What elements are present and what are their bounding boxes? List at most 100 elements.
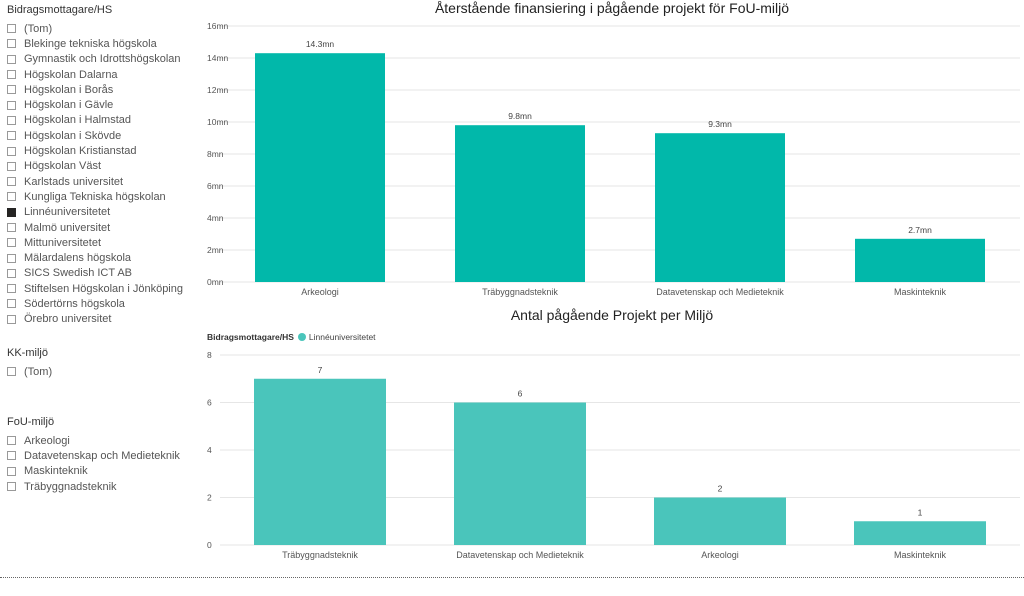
checkbox-icon[interactable] bbox=[7, 146, 16, 156]
slicer-item-label: (Tom) bbox=[24, 365, 53, 378]
slicer-item[interactable]: Högskolan Väst bbox=[7, 159, 183, 174]
slicer-item[interactable]: SICS Swedish ICT AB bbox=[7, 266, 183, 281]
slicer-list: (Tom) Blekinge tekniska högskola Gymnastik… bbox=[7, 21, 183, 327]
slicer-item-label: Maskinteknik bbox=[24, 465, 88, 478]
slicer-item-label: Högskolan i Gävle bbox=[24, 99, 114, 112]
slicer-item[interactable]: Arkeologi bbox=[7, 433, 180, 448]
y-tick-label: 12mn bbox=[207, 85, 229, 95]
y-tick-label: 16mn bbox=[207, 21, 229, 31]
checkbox-icon[interactable] bbox=[7, 54, 16, 64]
slicer-item[interactable]: Mittuniversitetet bbox=[7, 235, 183, 250]
checkbox-icon[interactable] bbox=[7, 482, 16, 492]
checkbox-icon[interactable] bbox=[7, 70, 16, 80]
slicer-kk: KK-miljö (Tom) bbox=[7, 347, 52, 379]
bar bbox=[854, 521, 986, 545]
slicer-item[interactable]: Datavetenskap och Medieteknik bbox=[7, 448, 180, 463]
slicer-item[interactable]: (Tom) bbox=[7, 21, 183, 36]
y-tick-label: 2mn bbox=[207, 245, 224, 255]
y-tick-label: 4 bbox=[207, 445, 212, 455]
slicer-item[interactable]: Högskolan i Halmstad bbox=[7, 113, 183, 128]
slicer-item[interactable]: Gymnastik och Idrottshögskolan bbox=[7, 52, 183, 67]
y-tick-label: 6mn bbox=[207, 181, 224, 191]
slicer-item[interactable]: Mälardalens högskola bbox=[7, 250, 183, 265]
x-tick-label: Maskinteknik bbox=[894, 550, 947, 560]
slicer-item-label: Arkeologi bbox=[24, 434, 70, 447]
slicer-item-label: SICS Swedish ICT AB bbox=[24, 267, 133, 280]
slicer-item-label: Mittuniversitetet bbox=[24, 236, 102, 249]
slicer-item-label: Datavetenskap och Medieteknik bbox=[24, 449, 180, 462]
slicer-item-label: Kungliga Tekniska högskolan bbox=[24, 190, 166, 203]
checkbox-icon[interactable] bbox=[7, 177, 16, 187]
slicer-item[interactable]: Linnéuniversitetet bbox=[7, 205, 183, 220]
checkbox-icon[interactable] bbox=[7, 115, 16, 125]
slicer-item-label: Högskolan Kristianstad bbox=[24, 145, 137, 158]
checkbox-icon[interactable] bbox=[7, 436, 16, 446]
chart2-title: Antal pågående Projekt per Miljö bbox=[510, 307, 714, 323]
legend-swatch bbox=[297, 333, 306, 341]
slicer-item[interactable]: Högskolan i Skövde bbox=[7, 128, 183, 143]
x-tick-label: Datavetenskap och Medieteknik bbox=[456, 550, 584, 560]
x-tick-label: Arkeologi bbox=[701, 550, 739, 560]
data-label: 7 bbox=[318, 365, 323, 375]
checkbox-icon[interactable] bbox=[7, 284, 16, 294]
slicer-item[interactable]: Högskolan Dalarna bbox=[7, 67, 183, 82]
slicer-item[interactable]: (Tom) bbox=[7, 364, 52, 379]
legend-title: Bidragsmottagare/HS bbox=[207, 332, 294, 342]
checkbox-icon[interactable] bbox=[7, 451, 16, 461]
slicer-item[interactable]: Högskolan i Borås bbox=[7, 82, 183, 97]
checkbox-icon[interactable] bbox=[7, 238, 16, 248]
slicer-item[interactable]: Stiftelsen Högskolan i Jönköping bbox=[7, 281, 183, 296]
bar bbox=[654, 497, 786, 545]
slicer-item[interactable]: Maskinteknik bbox=[7, 464, 180, 479]
slicer-item-label: Högskolan i Skövde bbox=[24, 129, 122, 142]
slicer-item[interactable]: Högskolan Kristianstad bbox=[7, 143, 183, 158]
slicer-item-label: Högskolan Dalarna bbox=[24, 68, 118, 81]
y-tick-label: 8 bbox=[207, 350, 212, 360]
slicer-item-label: Malmö universitet bbox=[24, 221, 111, 234]
slicer-item[interactable]: Örebro universitet bbox=[7, 312, 183, 327]
data-label: 9.8mn bbox=[508, 111, 532, 121]
slicer-item[interactable]: Högskolan i Gävle bbox=[7, 97, 183, 112]
slicer-item-label: Högskolan Väst bbox=[24, 160, 102, 173]
checkbox-icon[interactable] bbox=[7, 100, 16, 110]
slicer-item[interactable]: Blekinge tekniska högskola bbox=[7, 36, 183, 51]
bar bbox=[454, 402, 586, 545]
bar bbox=[655, 133, 785, 282]
slicer-title: KK-miljö bbox=[7, 347, 48, 359]
checkbox-icon[interactable] bbox=[7, 466, 16, 476]
bar bbox=[254, 378, 386, 545]
slicer-item[interactable]: Träbyggnadsteknik bbox=[7, 479, 180, 494]
data-label: 2.7mn bbox=[908, 225, 932, 235]
slicer-item-label: Linnéuniversitetet bbox=[24, 206, 111, 219]
slicer-item[interactable]: Karlstads universitet bbox=[7, 174, 183, 189]
chart1-funding-bars: 0mn 2mn 4mn 6mn 8mn 10mn 12mn 14mn 16mn 14.3mn Ark… bbox=[207, 21, 1020, 297]
checkbox-icon[interactable] bbox=[7, 161, 16, 171]
slicer-item[interactable]: Malmö universitet bbox=[7, 220, 183, 235]
checkbox-icon[interactable] bbox=[7, 24, 16, 34]
slicer-item[interactable]: Kungliga Tekniska högskolan bbox=[7, 189, 183, 204]
data-label: 9.3mn bbox=[708, 119, 732, 129]
slicer-item-label: Högskolan i Borås bbox=[24, 83, 114, 96]
checkbox-icon[interactable] bbox=[7, 253, 16, 263]
checkbox-icon[interactable] bbox=[7, 192, 16, 202]
slicer-item-label: Mälardalens högskola bbox=[24, 252, 132, 265]
legend-entry: Linnéuniversitetet bbox=[308, 332, 376, 342]
checkbox-icon[interactable] bbox=[7, 268, 16, 278]
slicer-fou: FoU-miljö Arkeologi Datavetenskap och Med… bbox=[7, 416, 180, 494]
data-label: 1 bbox=[918, 507, 923, 517]
checkbox-icon[interactable] bbox=[7, 39, 16, 49]
checkbox-checked-icon[interactable] bbox=[7, 207, 16, 217]
slicer-item-label: Blekinge tekniska högskola bbox=[24, 37, 157, 50]
checkbox-icon[interactable] bbox=[7, 223, 16, 232]
data-label: 6 bbox=[518, 389, 523, 399]
x-tick-label: Träbyggnadsteknik bbox=[282, 550, 358, 560]
slicer-item[interactable]: Södertörns högskola bbox=[7, 296, 183, 311]
checkbox-icon[interactable] bbox=[7, 314, 16, 324]
checkbox-icon[interactable] bbox=[7, 367, 16, 377]
y-tick-label: 2 bbox=[207, 493, 212, 503]
checkbox-icon[interactable] bbox=[7, 131, 16, 141]
checkbox-icon[interactable] bbox=[7, 85, 16, 95]
checkbox-icon[interactable] bbox=[7, 299, 16, 309]
page-separator bbox=[0, 577, 1024, 578]
